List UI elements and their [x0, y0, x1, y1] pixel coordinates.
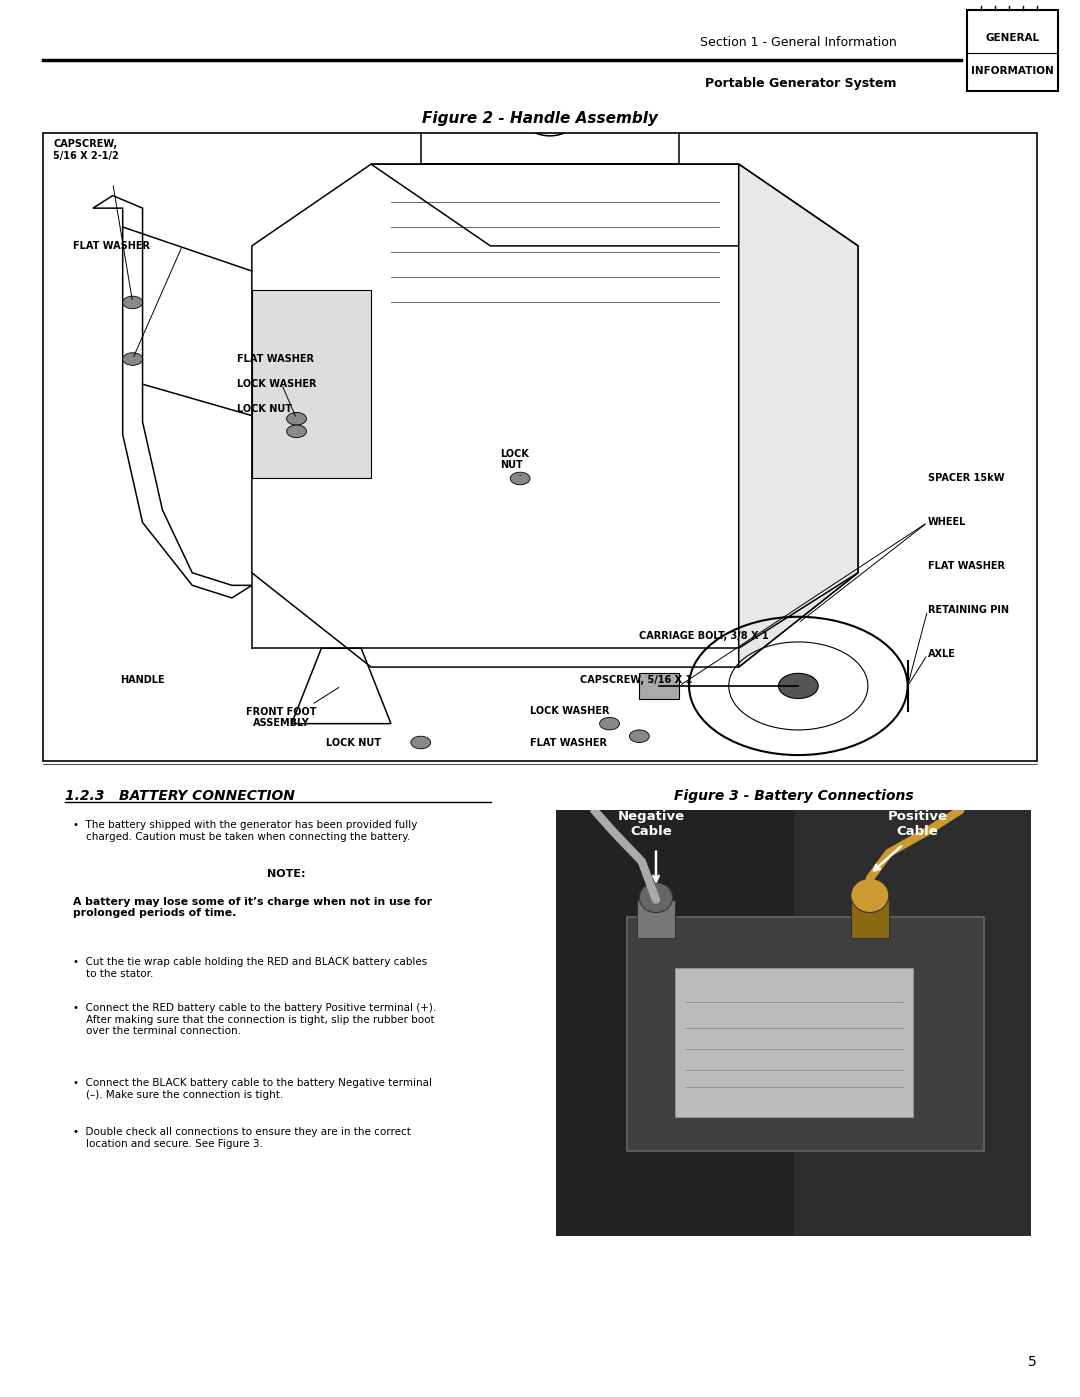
Text: FRONT FOOT
ASSEMBLY: FRONT FOOT ASSEMBLY [246, 707, 316, 728]
Polygon shape [739, 165, 858, 668]
Bar [794, 810, 1031, 1236]
Text: •  Connect the BLACK battery cable to the battery Negative terminal
    (–). Mak: • Connect the BLACK battery cable to the… [73, 1078, 432, 1099]
Text: •  Connect the RED battery cable to the battery Positive terminal (+).
    After: • Connect the RED battery cable to the b… [73, 1003, 436, 1037]
Circle shape [639, 883, 673, 912]
Text: Figure 2 - Handle Assembly: Figure 2 - Handle Assembly [422, 112, 658, 126]
Text: CAPSCREW,
5/16 X 2-1/2: CAPSCREW, 5/16 X 2-1/2 [53, 138, 119, 161]
Text: CARRIAGE BOLT, 3/8 X 1: CARRIAGE BOLT, 3/8 X 1 [639, 630, 769, 641]
Text: AXLE: AXLE [928, 650, 956, 659]
Polygon shape [252, 291, 372, 478]
Text: A battery may lose some of it’s charge when not in use for
prolonged periods of : A battery may lose some of it’s charge w… [73, 897, 432, 918]
Bar [675, 968, 913, 1118]
Text: 1.2.3   BATTERY CONNECTION: 1.2.3 BATTERY CONNECTION [65, 789, 295, 803]
Text: GENERAL: GENERAL [985, 34, 1040, 43]
Circle shape [123, 296, 143, 309]
Text: Negative
Cable: Negative Cable [618, 810, 685, 838]
Text: Positive
Cable: Positive Cable [888, 810, 947, 838]
Bar [639, 673, 679, 698]
Bar [627, 916, 984, 1151]
Text: •  Cut the tie wrap cable holding the RED and BLACK battery cables
    to the st: • Cut the tie wrap cable holding the RED… [73, 957, 428, 978]
Text: FLAT WASHER: FLAT WASHER [73, 240, 150, 251]
Text: Portable Generator System: Portable Generator System [705, 77, 896, 89]
Text: WHEEL: WHEEL [928, 517, 966, 528]
FancyBboxPatch shape [967, 10, 1058, 91]
Text: SPACER 15kW: SPACER 15kW [928, 474, 1004, 483]
Text: LOCK NUT: LOCK NUT [326, 738, 381, 747]
Text: FLAT WASHER: FLAT WASHER [237, 353, 314, 365]
Text: LOCK
NUT: LOCK NUT [500, 448, 529, 471]
Bar [556, 810, 794, 1236]
Circle shape [123, 353, 143, 365]
Text: INFORMATION: INFORMATION [971, 66, 1054, 75]
Text: •  Double check all connections to ensure they are in the correct
    location a: • Double check all connections to ensure… [73, 1127, 411, 1148]
Text: NOTE:: NOTE: [267, 869, 306, 879]
Text: LOCK NUT: LOCK NUT [237, 404, 292, 415]
Text: Section 1 - General Information: Section 1 - General Information [700, 36, 896, 49]
Text: RETAINING PIN: RETAINING PIN [928, 605, 1009, 616]
Text: FLAT WASHER: FLAT WASHER [928, 562, 1004, 571]
Text: LOCK WASHER: LOCK WASHER [530, 705, 609, 717]
Bar [43, 133, 1037, 761]
Text: 5: 5 [1028, 1355, 1037, 1369]
Text: CAPSCREW, 5/16 X 1: CAPSCREW, 5/16 X 1 [580, 675, 692, 685]
Circle shape [286, 425, 307, 437]
Bar [851, 900, 889, 939]
Text: HANDLE: HANDLE [120, 675, 165, 685]
Text: LOCK WASHER: LOCK WASHER [237, 379, 316, 390]
Circle shape [630, 729, 649, 743]
Text: •  The battery shipped with the generator has been provided fully
    charged. C: • The battery shipped with the generator… [73, 820, 418, 841]
Text: FLAT WASHER: FLAT WASHER [530, 738, 607, 747]
Circle shape [510, 472, 530, 485]
Circle shape [410, 736, 431, 749]
Circle shape [779, 673, 819, 698]
Circle shape [851, 879, 889, 912]
Circle shape [599, 718, 620, 729]
Text: Figure 3 - Battery Connections: Figure 3 - Battery Connections [674, 789, 914, 803]
Circle shape [286, 412, 307, 425]
Bar [637, 900, 675, 939]
